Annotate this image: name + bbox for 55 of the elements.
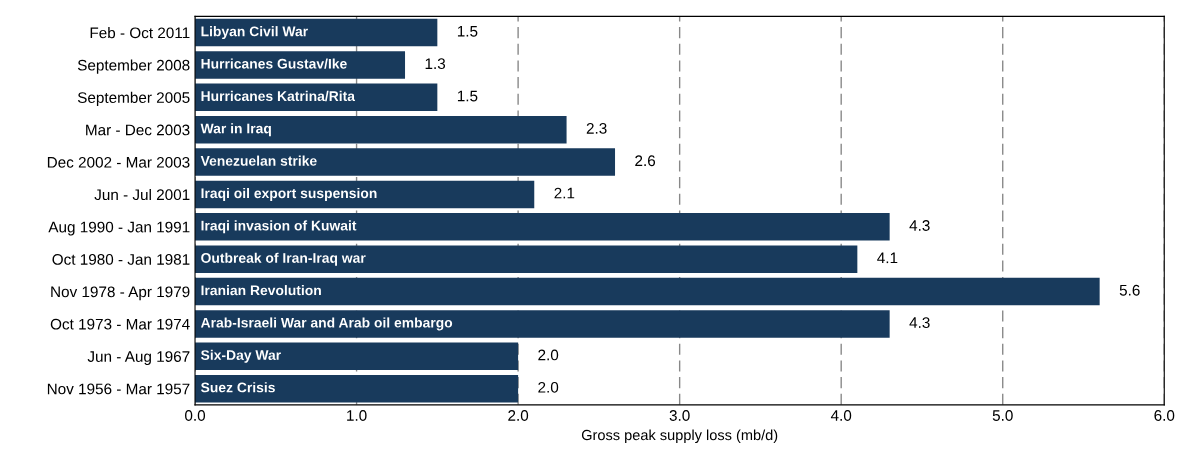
y-tick-label: Oct 1973 - Mar 1974 [50,318,190,330]
x-axis-title: Gross peak supply loss (mb/d) [581,429,778,444]
annotation: Hurricanes Gustav/Ike [201,58,347,69]
data-label: 2.3 [586,122,607,134]
data-label: 1.5 [457,26,478,37]
annotation: Six-Day War [200,349,281,363]
y-tick-label: Jun - Aug 1967 [87,351,190,365]
data-label: 2.0 [538,349,559,361]
bar [195,18,438,47]
x-tick-label: 0.0 [185,410,206,421]
data-label: 2.0 [538,381,559,393]
annotation: Iraqi oil export suspension [201,187,377,201]
y-tick-label: September 2005 [77,91,190,107]
y-tick-label: Aug 1990 - Jan 1991 [48,221,190,236]
y-tick-label: Mar - Dec 2003 [86,124,190,136]
data-label: 2.1 [554,187,575,199]
data-label: 2.6 [635,155,656,167]
annotation: Venezuelan strike [200,155,317,166]
annotation: Arab-Israeli War and Arab oil embargo [200,317,453,331]
x-tick-label: 2.0 [508,410,529,421]
bar [195,213,890,241]
y-tick-label: Nov 1956 - Mar 1957 [47,383,190,395]
bar [195,51,406,79]
data-label: 1.3 [425,58,446,70]
y-tick-label: Dec 2002 - Mar 2003 [47,156,190,168]
bar [195,277,1100,306]
bar [195,180,535,209]
data-label: 1.5 [457,90,478,102]
annotation: Outbreak of Iran-Iraq war [201,252,366,266]
bar [195,374,519,403]
bar [195,245,858,273]
x-tick-label: 5.0 [992,410,1013,421]
data-label: 4.3 [909,220,930,231]
annotation: Iraqi invasion of Kuwait [201,220,357,234]
bar [195,310,890,338]
x-tick-label: 4.0 [830,410,852,421]
bar [195,115,567,144]
y-tick-label: September 2008 [77,59,190,74]
bar [195,342,519,371]
x-tick-label: 3.0 [669,410,690,421]
y-tick-label: Jun - Jul 2001 [94,188,190,201]
annotation: Iranian Revolution [201,285,321,296]
data-label: 5.6 [1119,284,1140,296]
data-label: 4.3 [909,317,930,328]
y-tick-label: Oct 1980 - Jan 1981 [52,254,190,265]
annotation: Libyan Civil War [201,26,308,40]
annotation: Hurricanes Katrina/Rita [201,90,356,102]
annotation: Suez Crisis [200,382,275,393]
annotation: War in Iraq [200,123,271,137]
x-tick-label: 1.0 [347,410,367,421]
data-label: 4.1 [877,252,898,264]
x-tick-label: 6.0 [1154,410,1175,421]
y-tick-label: Nov 1978 - Apr 1979 [51,286,190,301]
bar [195,148,616,176]
y-tick-label: Feb - Oct 2011 [90,27,190,39]
